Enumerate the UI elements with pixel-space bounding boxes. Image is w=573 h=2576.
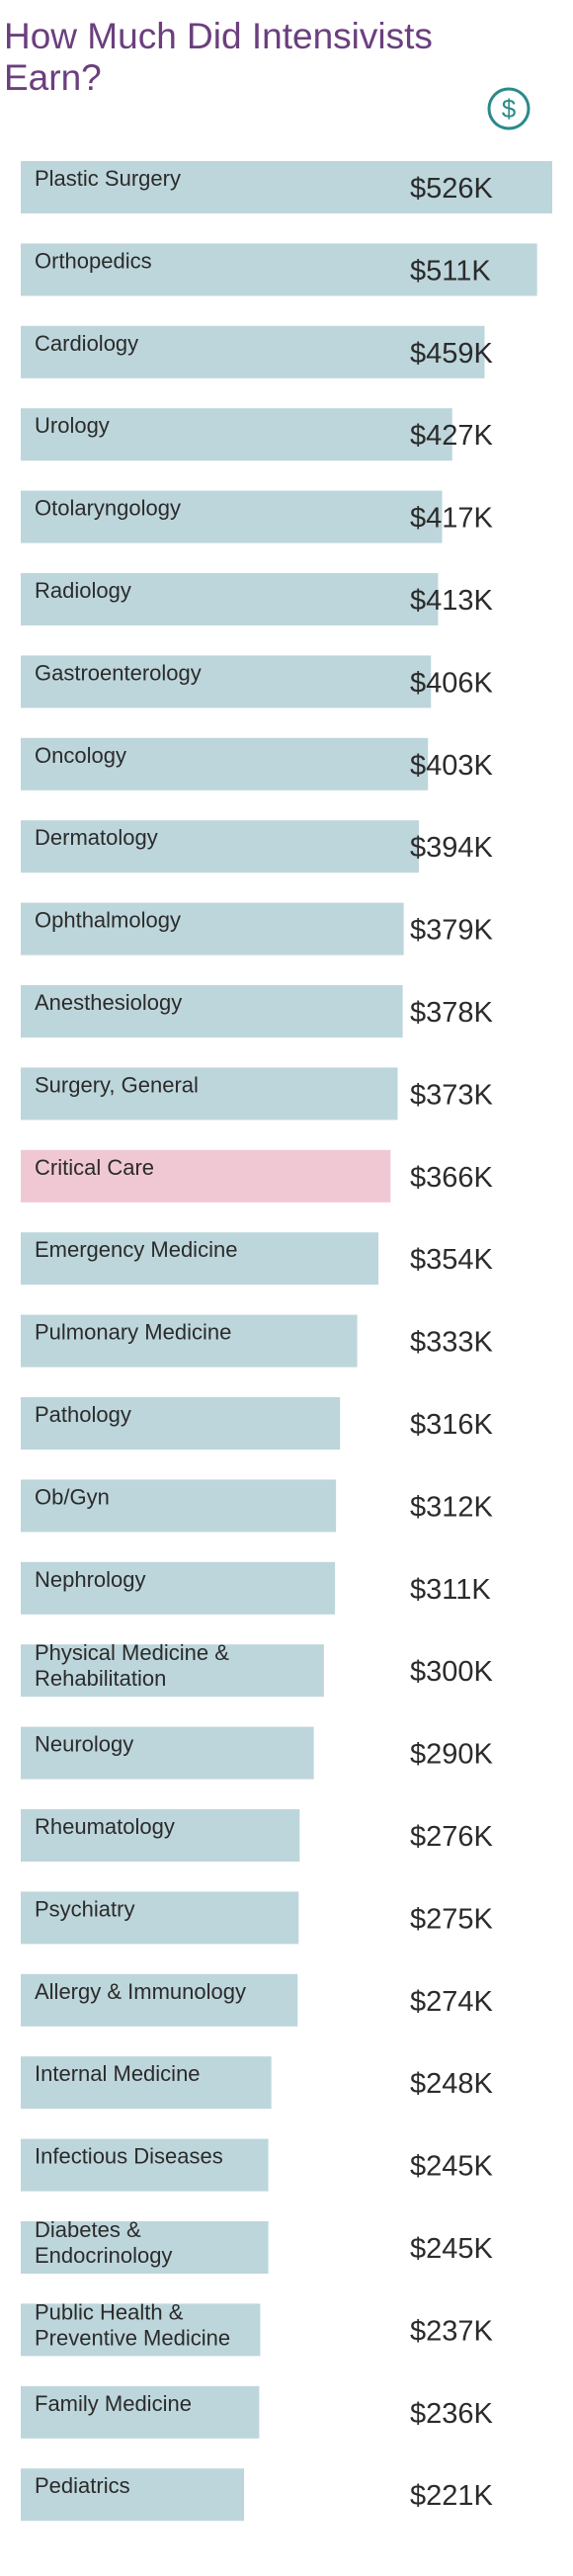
bar-label-plastic-surgery: Plastic Surgery <box>35 166 181 191</box>
value-label-oncology: $403K <box>410 750 494 782</box>
bar-surgery-general <box>21 1067 398 1121</box>
value-label-ob-gyn: $312K <box>410 1491 494 1523</box>
bar-otolaryngology <box>21 490 443 543</box>
bar-label-oncology: Oncology <box>35 743 126 768</box>
value-label-public-health-and-preventive-medicine: $237K <box>410 2315 494 2347</box>
bar-pulmonary-medicine <box>21 1314 358 1368</box>
bar-label-surgery-general: Surgery, General <box>35 1072 199 1097</box>
bar-critical-care <box>21 1149 391 1203</box>
value-label-rheumatology: $276K <box>410 1821 494 1853</box>
value-label-dermatology: $394K <box>410 832 494 864</box>
bar-label-pathology: Pathology <box>35 1402 131 1427</box>
bar-label-neurology: Neurology <box>35 1732 133 1757</box>
bar-label-infectious-diseases: Infectious Diseases <box>35 2144 223 2169</box>
bar-label-diabetes-and-endocrinology: Diabetes & Endocrinology <box>35 2217 172 2268</box>
bar-label-ophthalmology: Ophthalmology <box>35 908 181 933</box>
value-label-family-medicine: $236K <box>410 2398 494 2430</box>
bar-radiology <box>21 573 439 625</box>
value-label-plastic-surgery: $526K <box>410 173 494 205</box>
chart-title: How Much Did Intensivists Earn? <box>4 16 433 98</box>
bar-pathology <box>21 1397 341 1450</box>
bar-label-otolaryngology: Otolaryngology <box>35 496 181 521</box>
bar-label-orthopedics: Orthopedics <box>35 248 152 273</box>
value-label-psychiatry: $275K <box>410 1903 494 1935</box>
value-label-otolaryngology: $417K <box>410 503 494 535</box>
value-label-pulmonary-medicine: $333K <box>410 1327 494 1359</box>
value-label-allergy-and-immunology: $274K <box>410 1986 494 2018</box>
bar-label-critical-care: Critical Care <box>35 1155 154 1180</box>
bar-diabetes-and-endocrinology <box>21 2221 269 2274</box>
bar-allergy-and-immunology <box>21 1973 298 2027</box>
bar-label-emergency-medicine: Emergency Medicine <box>35 1237 237 1262</box>
bar-label-dermatology: Dermatology <box>35 825 158 850</box>
bar-label-internal-medicine: Internal Medicine <box>35 2061 201 2086</box>
bar-psychiatry <box>21 1891 299 1945</box>
bar-infectious-diseases <box>21 2138 269 2192</box>
bar-label-rheumatology: Rheumatology <box>35 1814 175 1839</box>
bar-ob-gyn <box>21 1479 337 1533</box>
bar-emergency-medicine <box>21 1232 379 1286</box>
bar-nephrology <box>21 1561 336 1615</box>
bar-label-allergy-and-immunology: Allergy & Immunology <box>35 1979 246 2004</box>
bar-plastic-surgery <box>21 161 552 213</box>
bar-anesthesiology <box>21 985 403 1038</box>
value-label-surgery-general: $373K <box>410 1079 494 1111</box>
bar-label-public-health-and-preventive-medicine: Public Health & Preventive Medicine <box>35 2299 230 2350</box>
value-label-anesthesiology: $378K <box>410 997 494 1029</box>
bar-physical-medicine-and-rehabilitation <box>21 1644 324 1698</box>
bar-label-psychiatry: Psychiatry <box>35 1896 134 1921</box>
bar-orthopedics <box>21 243 537 296</box>
value-label-pathology: $316K <box>410 1409 494 1441</box>
bar-pediatrics <box>21 2468 245 2522</box>
value-label-urology: $427K <box>410 420 494 452</box>
bar-label-family-medicine: Family Medicine <box>35 2391 192 2416</box>
bar-rheumatology <box>21 1809 300 1862</box>
value-label-orthopedics: $511K <box>410 255 491 287</box>
value-label-radiology: $413K <box>410 585 494 617</box>
bar-family-medicine <box>21 2385 260 2439</box>
value-label-pediatrics: $221K <box>410 2480 494 2512</box>
bar-gastroenterology <box>21 655 432 708</box>
bar-label-urology: Urology <box>35 413 110 438</box>
bar-public-health-and-preventive-medicine <box>21 2303 261 2357</box>
value-label-diabetes-and-endocrinology: $245K <box>410 2233 494 2265</box>
value-label-neurology: $290K <box>410 1739 494 1771</box>
bar-ophthalmology <box>21 902 404 956</box>
bar-label-nephrology: Nephrology <box>35 1567 146 1592</box>
bar-label-pulmonary-medicine: Pulmonary Medicine <box>35 1320 231 1345</box>
bar-label-anesthesiology: Anesthesiology <box>35 990 182 1015</box>
bar-label-radiology: Radiology <box>35 578 131 603</box>
bar-urology <box>21 408 452 461</box>
value-label-emergency-medicine: $354K <box>410 1244 494 1276</box>
bar-oncology <box>21 737 429 790</box>
bar-label-gastroenterology: Gastroenterology <box>35 660 202 685</box>
bar-dermatology <box>21 820 419 873</box>
value-label-gastroenterology: $406K <box>410 667 494 699</box>
bar-internal-medicine <box>21 2056 272 2110</box>
bar-neurology <box>21 1726 314 1780</box>
value-label-internal-medicine: $248K <box>410 2068 494 2100</box>
bar-label-pediatrics: Pediatrics <box>35 2473 130 2498</box>
value-label-physical-medicine-and-rehabilitation: $300K <box>410 1656 494 1688</box>
bar-cardiology <box>21 325 485 378</box>
bar-label-cardiology: Cardiology <box>35 331 138 356</box>
bar-label-physical-medicine-and-rehabilitation: Physical Medicine & Rehabilitation <box>35 1640 229 1691</box>
svg-text:$: $ <box>502 94 517 124</box>
bar-label-ob-gyn: Ob/Gyn <box>35 1484 110 1509</box>
value-label-cardiology: $459K <box>410 338 494 370</box>
value-label-ophthalmology: $379K <box>410 915 494 947</box>
value-label-infectious-diseases: $245K <box>410 2151 494 2183</box>
value-label-nephrology: $311K <box>410 1574 491 1606</box>
value-label-critical-care: $366K <box>410 1162 494 1194</box>
dollar-circle-icon: $ <box>487 87 531 130</box>
